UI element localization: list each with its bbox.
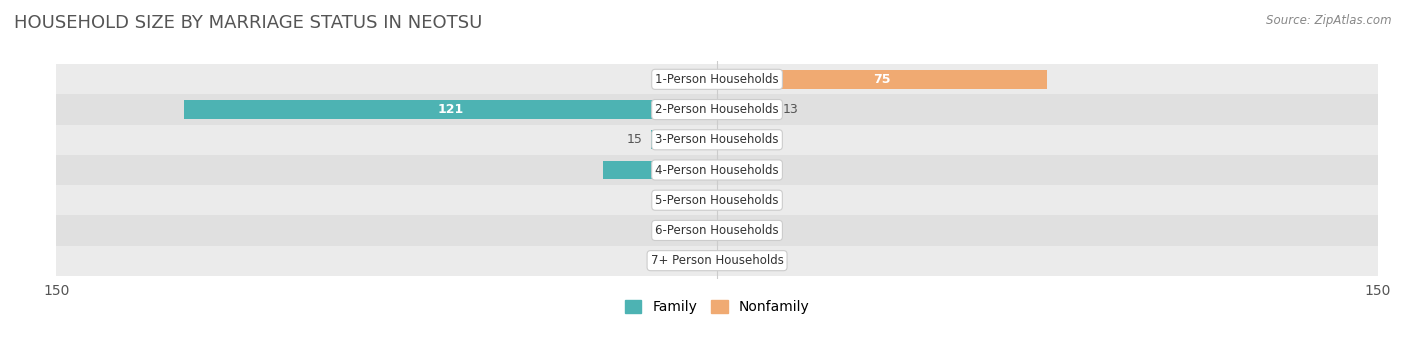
Text: 0: 0 xyxy=(700,194,709,207)
Text: 6-Person Households: 6-Person Households xyxy=(655,224,779,237)
Bar xyxy=(603,160,717,180)
Text: HOUSEHOLD SIZE BY MARRIAGE STATUS IN NEOTSU: HOUSEHOLD SIZE BY MARRIAGE STATUS IN NEO… xyxy=(14,14,482,32)
Text: 5-Person Households: 5-Person Households xyxy=(655,194,779,207)
Text: 15: 15 xyxy=(626,133,643,146)
Text: 0: 0 xyxy=(725,194,734,207)
Text: Source: ZipAtlas.com: Source: ZipAtlas.com xyxy=(1267,14,1392,27)
Legend: Family, Nonfamily: Family, Nonfamily xyxy=(619,295,815,320)
Text: 4-Person Households: 4-Person Households xyxy=(655,164,779,176)
Text: 13: 13 xyxy=(783,103,799,116)
Text: 3-Person Households: 3-Person Households xyxy=(655,133,779,146)
Bar xyxy=(56,185,1378,215)
Bar xyxy=(56,155,1378,185)
Bar xyxy=(651,131,717,149)
Text: 0: 0 xyxy=(725,254,734,267)
Text: 0: 0 xyxy=(725,133,734,146)
Text: 0: 0 xyxy=(725,164,734,176)
Bar xyxy=(184,100,717,119)
Text: 121: 121 xyxy=(437,103,464,116)
Text: 0: 0 xyxy=(700,224,709,237)
Text: 7: 7 xyxy=(669,254,678,267)
Bar xyxy=(686,251,717,270)
Bar xyxy=(56,64,1378,95)
Text: 75: 75 xyxy=(873,73,891,86)
Bar xyxy=(717,100,775,119)
Bar xyxy=(56,95,1378,125)
Text: 0: 0 xyxy=(700,73,709,86)
Bar xyxy=(56,245,1378,276)
Text: 7+ Person Households: 7+ Person Households xyxy=(651,254,783,267)
Bar xyxy=(56,215,1378,245)
Text: 1-Person Households: 1-Person Households xyxy=(655,73,779,86)
Text: 2-Person Households: 2-Person Households xyxy=(655,103,779,116)
Text: 26: 26 xyxy=(651,164,668,176)
Bar xyxy=(56,125,1378,155)
Bar xyxy=(717,70,1047,89)
Text: 0: 0 xyxy=(725,224,734,237)
